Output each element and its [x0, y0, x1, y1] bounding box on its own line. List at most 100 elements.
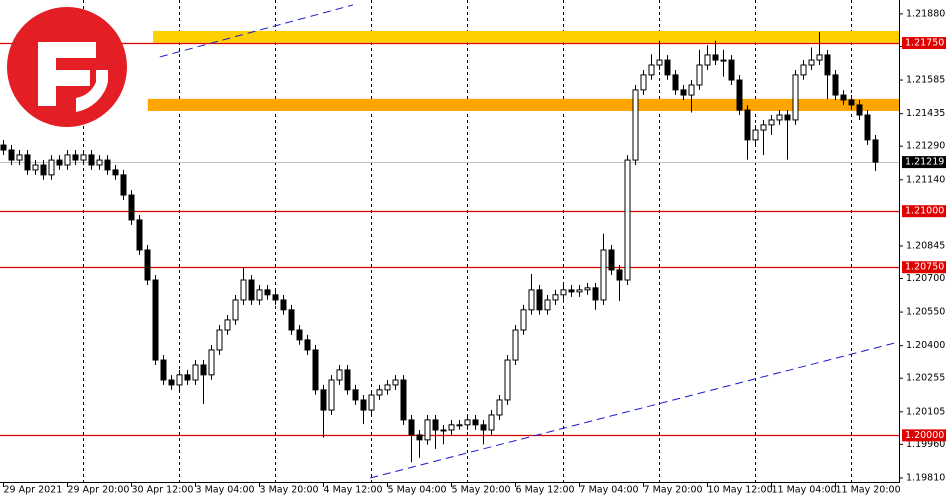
candle-body	[648, 64, 655, 76]
logo	[7, 7, 127, 127]
logo-circle	[7, 7, 127, 127]
candle-body	[336, 369, 343, 381]
candle-body	[536, 289, 543, 311]
level-label: 1.21000	[905, 206, 944, 217]
x-tick-label: 3 May 04:00	[196, 485, 255, 496]
candle-body	[696, 64, 703, 86]
x-tick-label: 5 May 04:00	[388, 485, 447, 496]
candle-body	[280, 299, 287, 311]
candle-body	[312, 349, 319, 391]
candle-body	[544, 299, 551, 311]
candle-body	[0, 144, 7, 151]
candle-body	[680, 89, 687, 96]
x-tick-label: 7 May 04:00	[580, 485, 639, 496]
candle-body	[176, 374, 183, 386]
candle-body	[272, 294, 279, 301]
candle-body	[480, 424, 487, 431]
x-tick-label: 5 May 20:00	[452, 485, 511, 496]
y-tick-label: 1.21880	[906, 8, 945, 19]
x-tick-label: 29 Apr 2021	[4, 485, 63, 496]
candle-body	[664, 59, 671, 76]
y-tick-label: 1.20400	[906, 340, 945, 351]
candle-body	[304, 339, 311, 351]
candle-body	[568, 289, 575, 293]
candle-body	[48, 159, 55, 176]
candle-body	[400, 379, 407, 421]
candle-body	[704, 54, 711, 66]
candle-body	[784, 114, 791, 121]
x-tick-label: 29 Apr 20:00	[68, 485, 130, 496]
candle-body	[24, 154, 31, 171]
candle-body	[520, 309, 527, 331]
candle-body	[72, 154, 79, 161]
candle-body	[472, 419, 479, 426]
candle-body	[224, 319, 231, 331]
candle-body	[288, 309, 295, 331]
candle-body	[200, 364, 207, 376]
candle-body	[616, 269, 623, 281]
candle-body	[736, 79, 743, 111]
candle-body	[16, 154, 23, 161]
trendline	[370, 341, 900, 479]
level-label: 1.20750	[905, 262, 944, 273]
y-tick-label: 1.20105	[906, 406, 945, 417]
candle-body	[248, 279, 255, 301]
level-label: 1.21750	[905, 38, 944, 49]
trendline	[159, 4, 354, 58]
candle-body	[448, 424, 455, 431]
candle-body	[488, 414, 495, 431]
y-tick-label: 1.20700	[906, 273, 945, 284]
x-tick-label: 7 May 20:00	[644, 485, 703, 496]
candle-body	[112, 169, 119, 176]
candle-body	[584, 287, 591, 291]
candle-body	[856, 104, 863, 116]
candle-body	[120, 174, 127, 196]
candle-body	[504, 359, 511, 401]
level-label-bg	[902, 205, 946, 218]
candle-body	[824, 54, 831, 76]
x-tick-label: 3 May 20:00	[260, 485, 319, 496]
candle-body	[800, 64, 807, 76]
candle-body	[8, 149, 15, 161]
y-tick-label: 1.21435	[906, 108, 945, 119]
candle-body	[816, 54, 823, 61]
candle-body	[832, 74, 839, 96]
candle-body	[416, 434, 423, 441]
candle-body	[576, 289, 583, 293]
candle-body	[144, 249, 151, 281]
candle-body	[528, 289, 535, 311]
current-price-label: 1.21219	[905, 157, 944, 168]
candle-body	[728, 59, 735, 81]
candle-body	[168, 379, 175, 386]
y-tick-label: 1.19960	[906, 439, 945, 450]
candle-body	[184, 374, 191, 381]
candle-body	[152, 279, 159, 361]
candle-body	[808, 59, 815, 66]
x-tick-label: 4 May 12:00	[324, 485, 383, 496]
candle-body	[672, 74, 679, 91]
candle-body	[136, 219, 143, 251]
x-tick-label: 11 May 20:00	[836, 485, 901, 496]
candle-body	[760, 124, 767, 131]
candle-body	[768, 119, 775, 126]
candle-body	[640, 74, 647, 91]
candle-body	[160, 359, 167, 381]
candle-body	[192, 364, 199, 381]
candle-body	[624, 159, 631, 281]
candle-body	[464, 419, 471, 426]
candle-body	[864, 114, 871, 141]
candle-body	[384, 384, 391, 391]
y-tick-label: 1.20845	[906, 240, 945, 251]
level-label-bg	[902, 261, 946, 274]
y-tick-label: 1.20255	[906, 373, 945, 384]
candle-body	[424, 419, 431, 441]
candle-body	[408, 419, 415, 436]
x-tick-label: 11 May 04:00	[772, 485, 837, 496]
candle-body	[776, 114, 783, 121]
candle-body	[592, 287, 599, 301]
candle-body	[560, 289, 567, 296]
candle-body	[240, 279, 247, 301]
candle-body	[56, 159, 63, 166]
candle-body	[432, 419, 439, 431]
candle-body	[608, 249, 615, 271]
